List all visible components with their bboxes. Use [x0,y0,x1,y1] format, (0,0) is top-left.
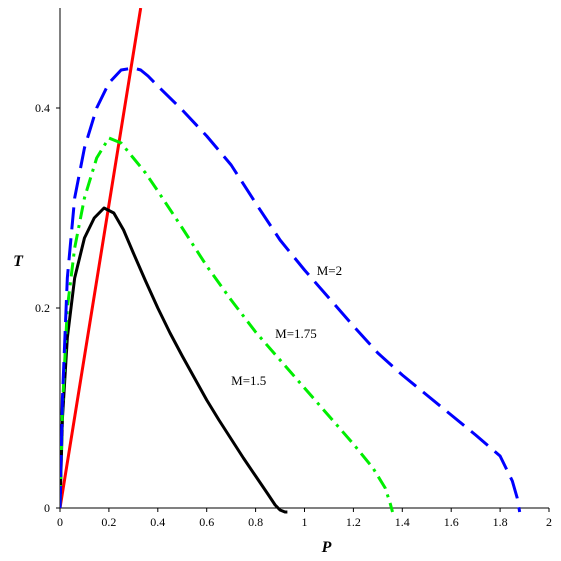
x-tick-label: 0.4 [150,515,165,529]
x-tick-label: 1.6 [444,515,459,529]
x-tick-label: 0 [57,515,63,529]
x-tick-label: 1.4 [395,515,410,529]
x-tick-label: 0.2 [101,515,116,529]
y-tick-label: 0.4 [35,101,50,115]
series-line-m-2 [60,66,522,513]
y-tick-label: 0 [44,501,50,515]
labels-layer: M=2 M=1.75 M=1.5 [231,263,342,388]
x-axis-title: P [321,539,332,556]
y-tick-label: 0.2 [35,301,50,315]
series-annotation: M=1.5 [231,373,266,388]
x-tick-label: 0.6 [199,515,214,529]
x-tick-label: 2 [546,515,552,529]
y-axis-title: T [13,253,24,270]
series-annotation: M=1.75 [275,326,317,341]
x-tick-label: 1.8 [493,515,508,529]
x-tick-label: 1.2 [346,515,361,529]
series-layer [60,8,522,514]
series-line-m-1-5 [60,206,288,514]
x-tick-label: 1 [302,515,308,529]
series-line-red-line [60,8,143,509]
axes: 0 0.2 0.4 0.6 0.8 1 1.2 1.4 1.6 1.8 2 0 0.2 0.4 [35,8,552,529]
series-annotation: M=2 [317,263,342,278]
series-line-m-1-75 [60,136,394,513]
x-tick-label: 0.8 [248,515,263,529]
